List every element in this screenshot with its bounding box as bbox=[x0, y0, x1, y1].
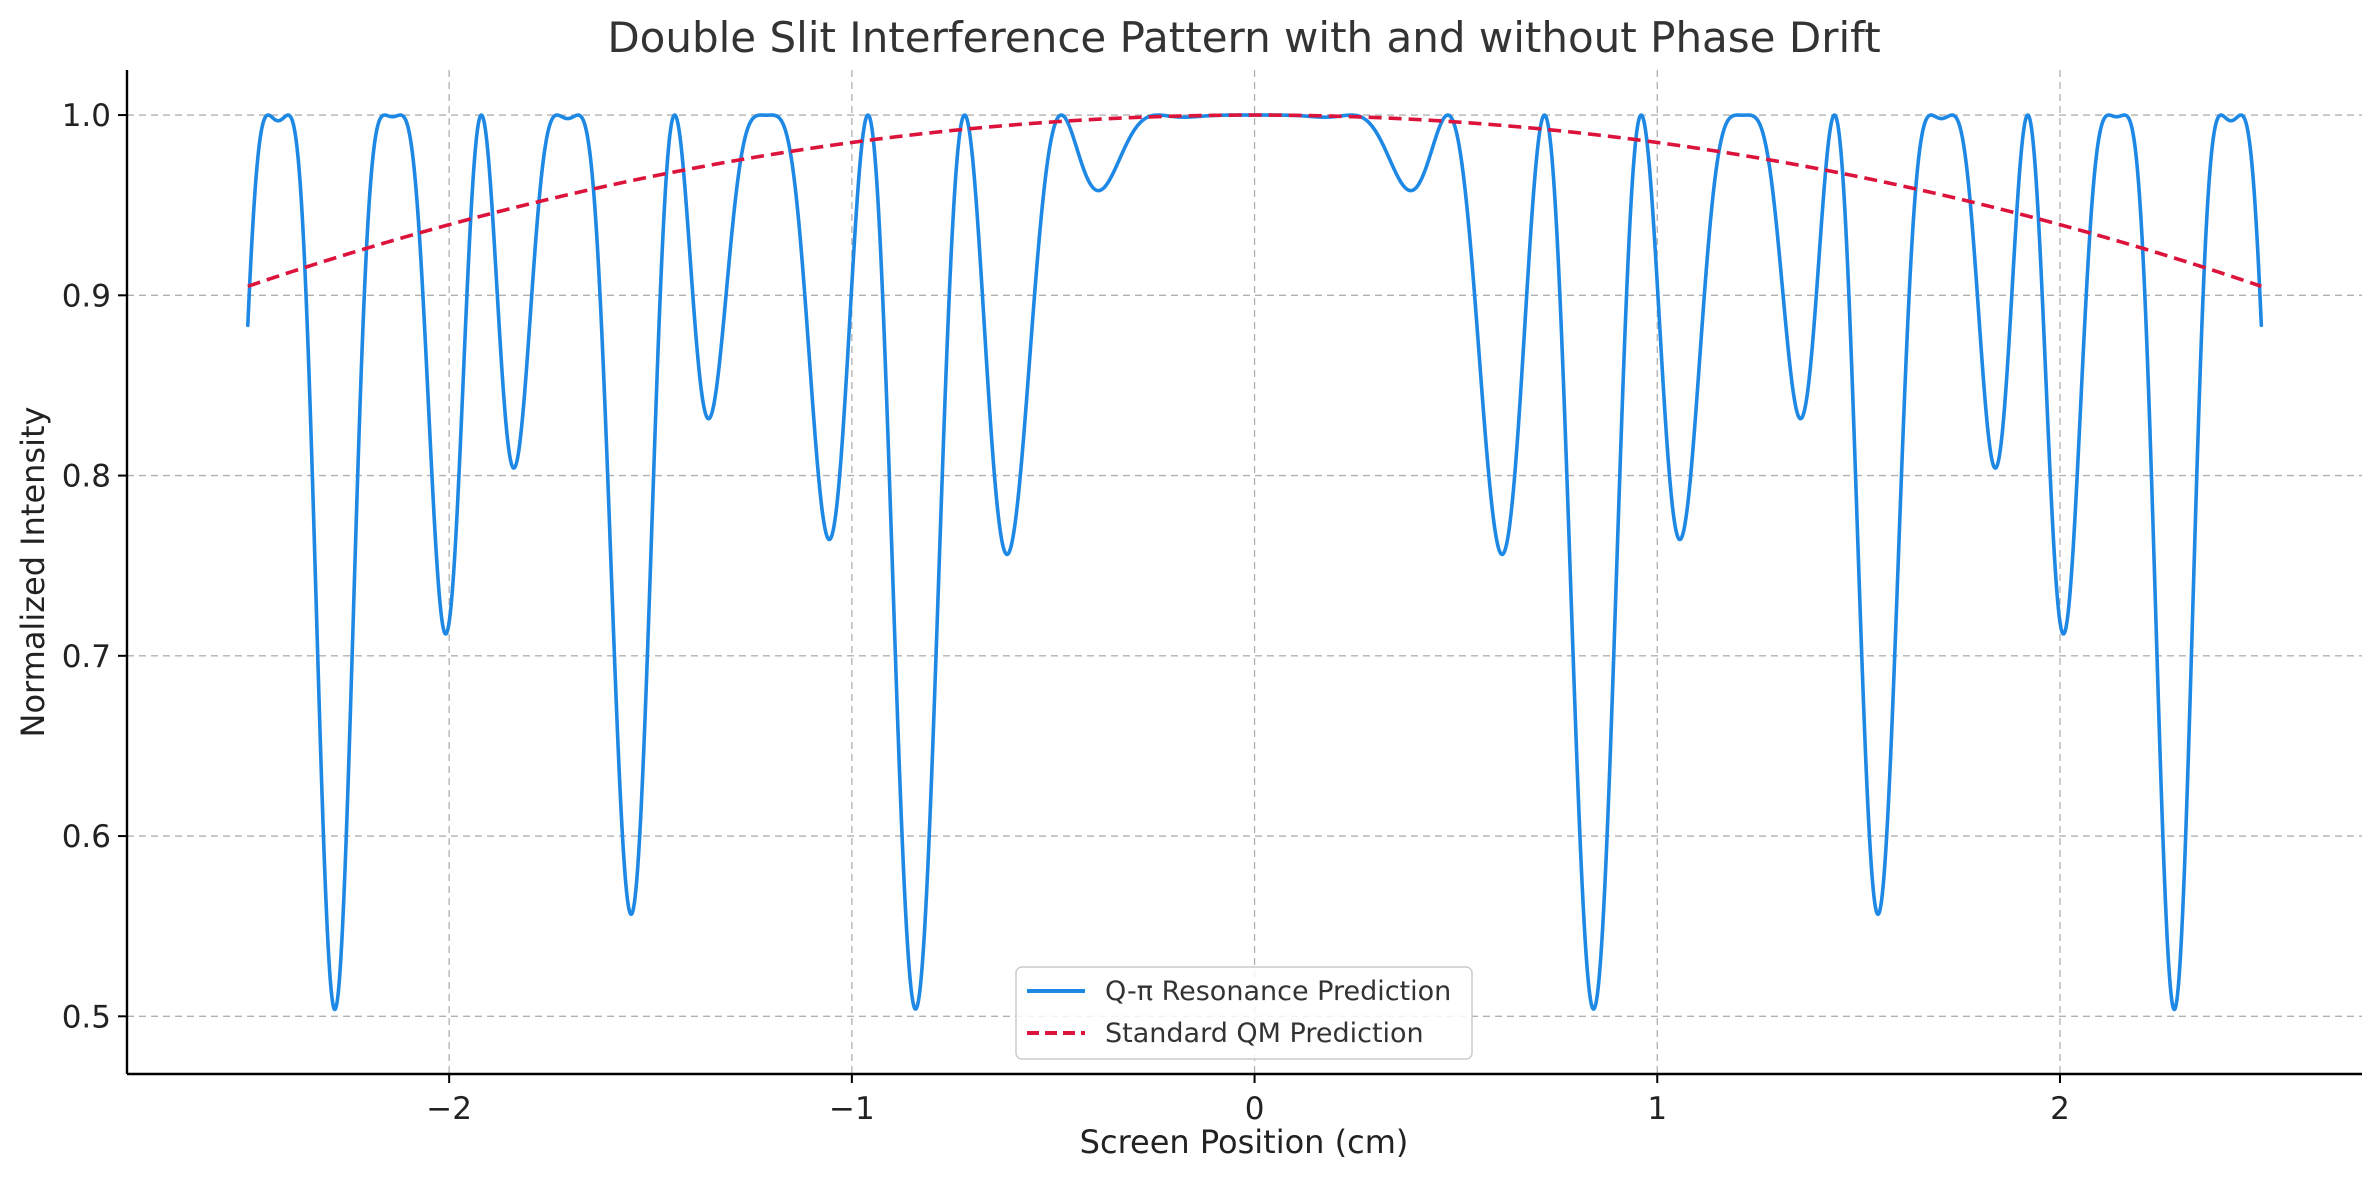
legend-label-resonance: Q-π Resonance Prediction bbox=[1105, 976, 1451, 1007]
legend: Q-π Resonance Prediction Standard QM Pre… bbox=[1015, 966, 1473, 1060]
x-tick-label: 2 bbox=[2050, 1091, 2070, 1127]
y-tick-label: 0.5 bbox=[62, 999, 111, 1035]
y-tick-label: 0.7 bbox=[62, 639, 111, 675]
y-axis-label: Normalized Intensity bbox=[14, 407, 52, 738]
y-tick-label: 0.9 bbox=[62, 278, 111, 314]
x-axis-label: Screen Position (cm) bbox=[1080, 1123, 1409, 1161]
series-layer bbox=[246, 113, 2264, 1012]
y-tick-label: 0.6 bbox=[62, 819, 111, 855]
chart-title: Double Slit Interference Pattern with an… bbox=[607, 13, 1880, 62]
x-tick-label: −2 bbox=[426, 1091, 472, 1127]
legend-label-standard: Standard QM Prediction bbox=[1105, 1018, 1424, 1049]
ticks-layer: −2 −1 0 1 2 0.5 0.6 0.7 0.8 0.9 1.0 bbox=[62, 98, 2070, 1127]
series-line-standard bbox=[246, 113, 2263, 288]
axes-layer bbox=[125, 70, 2362, 1076]
y-tick-label: 1.0 bbox=[62, 98, 111, 134]
legend-box bbox=[1015, 966, 1473, 1060]
x-tick-label: −1 bbox=[829, 1091, 875, 1127]
y-tick-label: 0.8 bbox=[62, 459, 111, 495]
x-tick-label: 0 bbox=[1245, 1091, 1265, 1127]
x-tick-label: 1 bbox=[1647, 1091, 1667, 1127]
